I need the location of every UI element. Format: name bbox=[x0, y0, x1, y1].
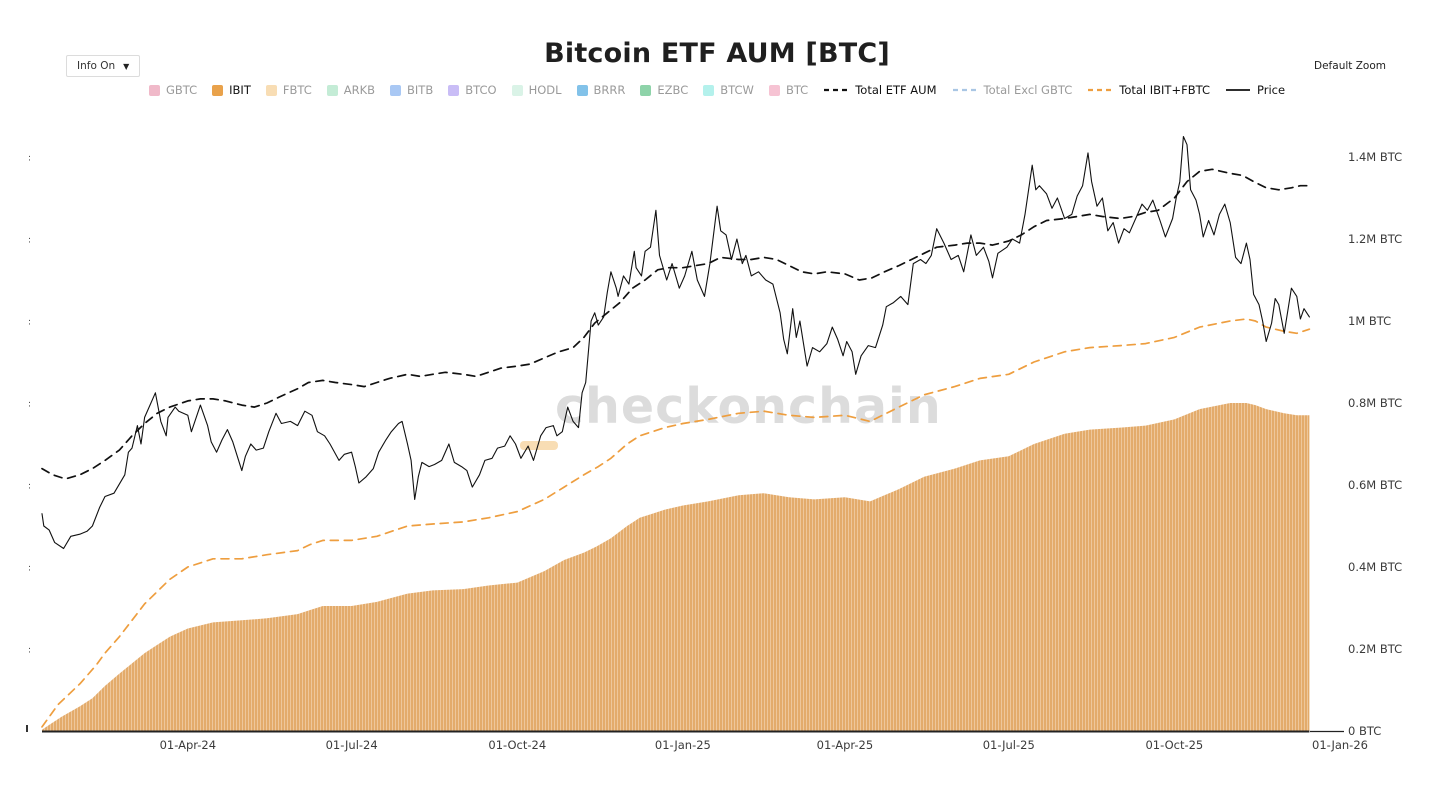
legend-item-hodl[interactable]: HODL bbox=[511, 83, 562, 97]
legend-label: BTCO bbox=[465, 83, 497, 97]
legend-label: BITB bbox=[407, 83, 434, 97]
legend-label: Total IBIT+FBTC bbox=[1119, 83, 1210, 97]
legend: GBTC IBIT FBTC ARKB BITB BTCO HODL BRRR EZBC BTCW… bbox=[0, 83, 1434, 97]
y-tick-label: 1.2M BTC bbox=[1348, 232, 1402, 246]
legend-label: EZBC bbox=[657, 83, 689, 97]
x-tick-label: 01-Oct-25 bbox=[1145, 738, 1203, 752]
x-tick-label: 01-Apr-24 bbox=[160, 738, 216, 752]
chevron-down-icon: ▼ bbox=[123, 61, 130, 71]
legend-item-price[interactable]: Price bbox=[1225, 83, 1285, 97]
x-tick-label: 01-Apr-25 bbox=[817, 738, 873, 752]
legend-item-btco[interactable]: BTCO bbox=[448, 83, 497, 97]
default-zoom-button[interactable]: Default Zoom bbox=[1310, 58, 1390, 74]
info-on-label: Info On bbox=[77, 60, 116, 72]
series-line-total-etf-aum bbox=[41, 168, 1311, 480]
y-tick-label: 1M BTC bbox=[1348, 314, 1391, 328]
legend-label: BRRR bbox=[593, 83, 626, 97]
page-title: Bitcoin ETF AUM [BTC] bbox=[544, 38, 890, 69]
y-tick-label: 0.8M BTC bbox=[1348, 396, 1402, 410]
y-tick-label: 0.2M BTC bbox=[1348, 642, 1402, 656]
legend-label: Price bbox=[1256, 83, 1286, 97]
legend-swatch-box bbox=[576, 84, 588, 96]
y-tick-label: 0.4M BTC bbox=[1348, 560, 1402, 574]
legend-swatch-box bbox=[768, 84, 780, 96]
watermark-logo-bar bbox=[520, 441, 558, 450]
left-axis-tick: : bbox=[28, 236, 31, 246]
legend-item-bitb[interactable]: BITB bbox=[390, 83, 433, 97]
legend-swatch-solid-line bbox=[1225, 89, 1250, 91]
y-tick-label: 1.4M BTC bbox=[1348, 150, 1402, 164]
x-tick-label: 01-Oct-24 bbox=[488, 738, 546, 752]
left-axis-tick: : bbox=[28, 154, 31, 164]
legend-swatch-box bbox=[390, 84, 402, 96]
legend-swatch-dashed-line bbox=[952, 88, 977, 92]
x-tick-label: 01-Jan-25 bbox=[655, 738, 711, 752]
legend-item-ezbc[interactable]: EZBC bbox=[640, 83, 688, 97]
legend-item-brrr[interactable]: BRRR bbox=[576, 83, 626, 97]
legend-swatch-dashed-line bbox=[824, 88, 849, 92]
legend-label: Total Excl GBTC bbox=[983, 83, 1073, 97]
legend-label: GBTC bbox=[165, 83, 198, 97]
legend-item-btc[interactable]: BTC bbox=[768, 83, 809, 97]
x-tick-label: 01-Jul-24 bbox=[326, 738, 378, 752]
y-tick-label: 0 BTC bbox=[1348, 724, 1381, 738]
legend-swatch-box bbox=[326, 84, 338, 96]
series-area-ibit bbox=[42, 403, 1310, 731]
legend-item-gbtc[interactable]: GBTC bbox=[148, 83, 198, 97]
legend-label: HODL bbox=[528, 83, 562, 97]
left-axis-tick: : bbox=[28, 318, 31, 328]
legend-swatch-box bbox=[703, 84, 715, 96]
y-tick-label: 0.6M BTC bbox=[1348, 478, 1402, 492]
x-tick-label: 01-Jul-25 bbox=[983, 738, 1035, 752]
legend-swatch-box bbox=[640, 84, 652, 96]
legend-label: BTC bbox=[785, 83, 809, 97]
legend-item-ibit[interactable]: IBIT bbox=[212, 83, 251, 97]
info-on-dropdown[interactable]: Info On ▼ bbox=[66, 55, 141, 77]
legend-item-arkb[interactable]: ARKB bbox=[326, 83, 376, 97]
legend-swatch-box bbox=[511, 84, 523, 96]
left-axis-tick: : bbox=[28, 564, 31, 574]
legend-label: FBTC bbox=[282, 83, 312, 97]
legend-swatch-box bbox=[212, 84, 224, 96]
left-axis-tick: : bbox=[28, 482, 31, 492]
x-tick-label: 01-Jan-26 bbox=[1312, 738, 1368, 752]
left-axis-tick: : bbox=[28, 646, 31, 656]
legend-item-btcw[interactable]: BTCW bbox=[703, 83, 754, 97]
legend-swatch-box bbox=[448, 84, 460, 96]
legend-item-total-excl-gbtc[interactable]: Total Excl GBTC bbox=[952, 83, 1073, 97]
legend-item-total-ibit-fbtc[interactable]: Total IBIT+FBTC bbox=[1087, 83, 1210, 97]
legend-label: BTCW bbox=[720, 83, 754, 97]
legend-label: Total ETF AUM bbox=[855, 83, 937, 97]
watermark: checkonchain bbox=[555, 378, 942, 435]
legend-item-total-etf-aum[interactable]: Total ETF AUM bbox=[823, 83, 937, 97]
legend-item-fbtc[interactable]: FBTC bbox=[265, 83, 312, 97]
left-axis-tick: : bbox=[28, 400, 31, 410]
legend-label: IBIT bbox=[229, 83, 251, 97]
series-line-price bbox=[41, 135, 1310, 550]
legend-label: ARKB bbox=[343, 83, 376, 97]
series-line-total-ibit-fbtc bbox=[41, 318, 1311, 728]
legend-swatch-box bbox=[265, 84, 277, 96]
left-axis-bottom-tick bbox=[26, 725, 28, 732]
legend-swatch-box bbox=[148, 84, 160, 96]
legend-swatch-dashed-line bbox=[1088, 88, 1113, 92]
